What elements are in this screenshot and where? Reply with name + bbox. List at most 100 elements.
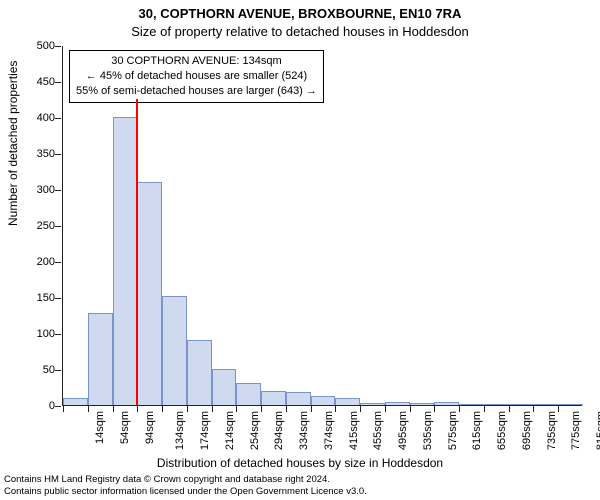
y-tick: [55, 298, 61, 299]
y-tick-label: 250: [19, 220, 55, 232]
histogram-bar: [385, 402, 410, 405]
x-tick: [385, 406, 386, 412]
x-tick-label: 14sqm: [94, 411, 106, 444]
x-tick-label: 134sqm: [174, 411, 186, 450]
histogram-bar: [335, 398, 360, 405]
histogram-bar: [261, 391, 286, 405]
x-tick-label: 695sqm: [521, 411, 533, 450]
annotation-box: 30 COPTHORN AVENUE: 134sqm ← 45% of deta…: [69, 50, 324, 103]
x-tick: [410, 406, 411, 412]
x-tick: [558, 406, 559, 412]
histogram-bar: [286, 392, 311, 405]
chart-root: 30, COPTHORN AVENUE, BROXBOURNE, EN10 7R…: [0, 0, 600, 500]
x-tick-label: 455sqm: [373, 411, 385, 450]
histogram-bar: [410, 403, 435, 405]
histogram-bar: [509, 404, 534, 405]
histogram-bar: [137, 182, 162, 405]
y-tick-label: 400: [19, 112, 55, 124]
x-tick-label: 174sqm: [199, 411, 211, 450]
annotation-line-3: 55% of semi-detached houses are larger (…: [76, 84, 317, 99]
x-tick: [88, 406, 89, 412]
x-tick: [360, 406, 361, 412]
x-tick: [212, 406, 213, 412]
histogram-bar: [459, 404, 484, 405]
x-tick-label: 334sqm: [298, 411, 310, 450]
y-tick: [55, 334, 61, 335]
histogram-bar: [360, 403, 385, 405]
y-tick: [55, 226, 61, 227]
x-tick: [434, 406, 435, 412]
histogram-bar: [63, 398, 88, 405]
y-tick: [55, 190, 61, 191]
histogram-bar: [88, 313, 113, 405]
x-axis-label: Distribution of detached houses by size …: [0, 456, 600, 470]
y-tick: [55, 262, 61, 263]
x-tick: [286, 406, 287, 412]
x-tick: [113, 406, 114, 412]
footer: Contains HM Land Registry data © Crown c…: [4, 474, 367, 498]
plot-area: 30 COPTHORN AVENUE: 134sqm ← 45% of deta…: [62, 46, 582, 406]
y-tick: [55, 406, 61, 407]
y-tick-label: 500: [19, 40, 55, 52]
footer-line-2: Contains public sector information licen…: [4, 486, 367, 498]
y-tick-label: 200: [19, 256, 55, 268]
footer-line-1: Contains HM Land Registry data © Crown c…: [4, 474, 367, 486]
x-tick: [311, 406, 312, 412]
x-tick: [63, 406, 64, 412]
y-tick-label: 350: [19, 148, 55, 160]
x-tick-label: 54sqm: [119, 411, 131, 444]
x-tick-label: 535sqm: [422, 411, 434, 450]
x-tick: [187, 406, 188, 412]
histogram-bar: [236, 383, 261, 405]
x-tick-label: 575sqm: [447, 411, 459, 450]
y-tick-label: 100: [19, 328, 55, 340]
y-tick: [55, 46, 61, 47]
x-tick: [509, 406, 510, 412]
histogram-bar: [533, 404, 558, 405]
x-tick: [335, 406, 336, 412]
y-tick: [55, 370, 61, 371]
x-tick-label: 294sqm: [273, 411, 285, 450]
x-tick-label: 94sqm: [144, 411, 156, 444]
y-axis-label: Number of detached properties: [6, 61, 20, 226]
x-tick: [261, 406, 262, 412]
annotation-line-2: ← 45% of detached houses are smaller (52…: [76, 69, 317, 84]
subject-property-marker: [136, 99, 138, 405]
x-tick-label: 415sqm: [348, 411, 360, 450]
x-tick-label: 495sqm: [397, 411, 409, 450]
histogram-bar: [187, 340, 212, 405]
x-tick-label: 374sqm: [323, 411, 335, 450]
y-tick: [55, 154, 61, 155]
x-tick: [484, 406, 485, 412]
y-tick-label: 50: [19, 364, 55, 376]
histogram-bar: [212, 369, 237, 405]
histogram-bar: [162, 296, 187, 405]
x-tick-label: 254sqm: [249, 411, 261, 450]
histogram-bar: [434, 402, 459, 405]
y-tick-label: 150: [19, 292, 55, 304]
x-tick-label: 775sqm: [571, 411, 583, 450]
histogram-bar: [311, 396, 336, 405]
x-tick-label: 214sqm: [224, 411, 236, 450]
histogram-bar: [113, 117, 138, 405]
plot: 30 COPTHORN AVENUE: 134sqm ← 45% of deta…: [62, 46, 582, 406]
x-tick: [162, 406, 163, 412]
x-tick: [236, 406, 237, 412]
x-tick: [459, 406, 460, 412]
annotation-line-1: 30 COPTHORN AVENUE: 134sqm: [76, 54, 317, 69]
y-tick: [55, 118, 61, 119]
x-tick: [137, 406, 138, 412]
histogram-bar: [558, 404, 583, 405]
histogram-bar: [484, 404, 509, 405]
page-title: 30, COPTHORN AVENUE, BROXBOURNE, EN10 7R…: [0, 6, 600, 21]
x-tick-label: 655sqm: [496, 411, 508, 450]
y-tick: [55, 82, 61, 83]
x-tick-label: 615sqm: [472, 411, 484, 450]
y-tick-label: 450: [19, 76, 55, 88]
page-subtitle: Size of property relative to detached ho…: [0, 24, 600, 39]
x-tick-label: 735sqm: [546, 411, 558, 450]
x-tick: [533, 406, 534, 412]
y-tick-label: 300: [19, 184, 55, 196]
y-tick-label: 0: [19, 400, 55, 412]
x-tick-label: 815sqm: [595, 411, 600, 450]
